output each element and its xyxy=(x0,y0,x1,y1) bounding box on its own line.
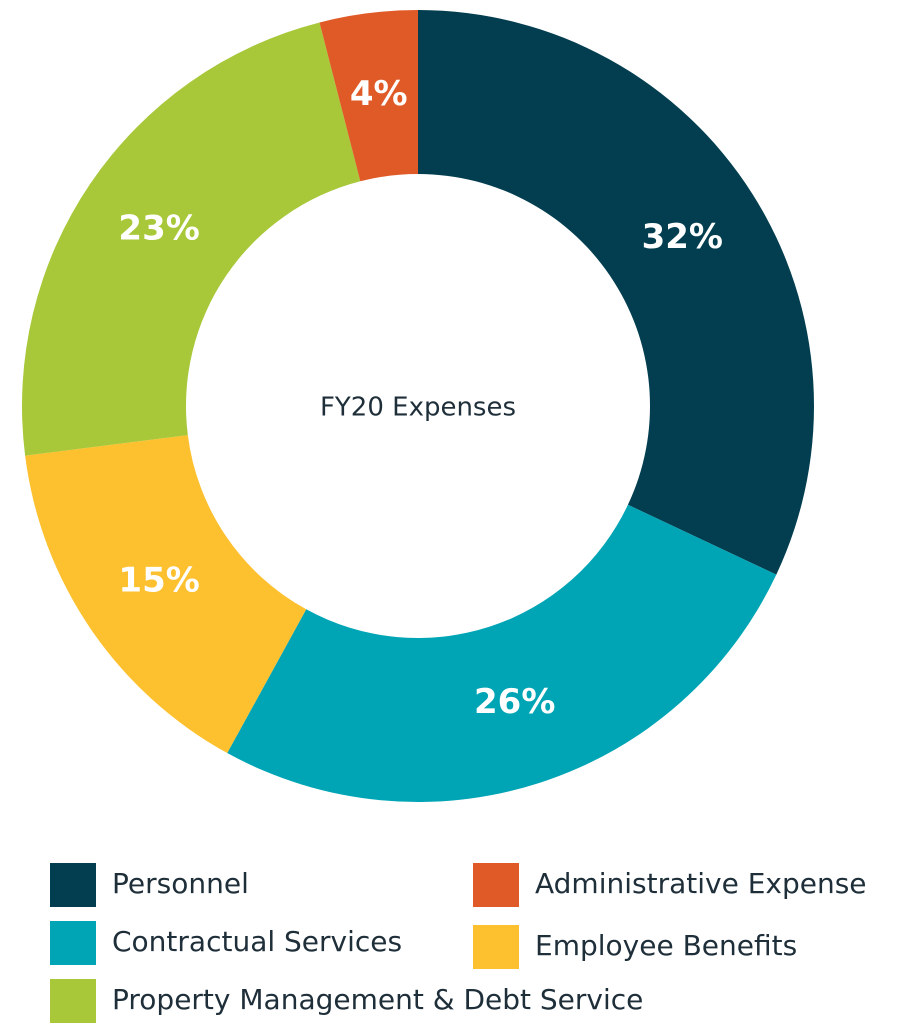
legend-label: Property Management & Debt Service xyxy=(112,983,643,1016)
data-label: 4% xyxy=(350,74,408,114)
data-label: 15% xyxy=(118,560,199,600)
legend-label: Administrative Expense xyxy=(535,867,867,900)
data-label: 32% xyxy=(642,217,723,257)
data-label: 23% xyxy=(118,209,199,249)
legend-label: Employee Benefits xyxy=(535,929,797,962)
legend-label: Personnel xyxy=(112,867,249,900)
donut-slice xyxy=(418,10,814,575)
legend-swatch xyxy=(50,979,96,1023)
donut-slice xyxy=(21,22,361,456)
donut-slice xyxy=(319,10,418,182)
legend-swatch xyxy=(473,925,519,969)
legend-swatch xyxy=(50,863,96,907)
chart-title: FY20 Expenses xyxy=(320,393,516,423)
legend-swatch xyxy=(50,921,96,965)
donut-slice xyxy=(25,435,307,754)
data-label: 26% xyxy=(474,682,555,722)
donut-slice xyxy=(227,504,777,802)
legend-label: Contractual Services xyxy=(112,925,402,958)
legend-swatch xyxy=(473,863,519,907)
